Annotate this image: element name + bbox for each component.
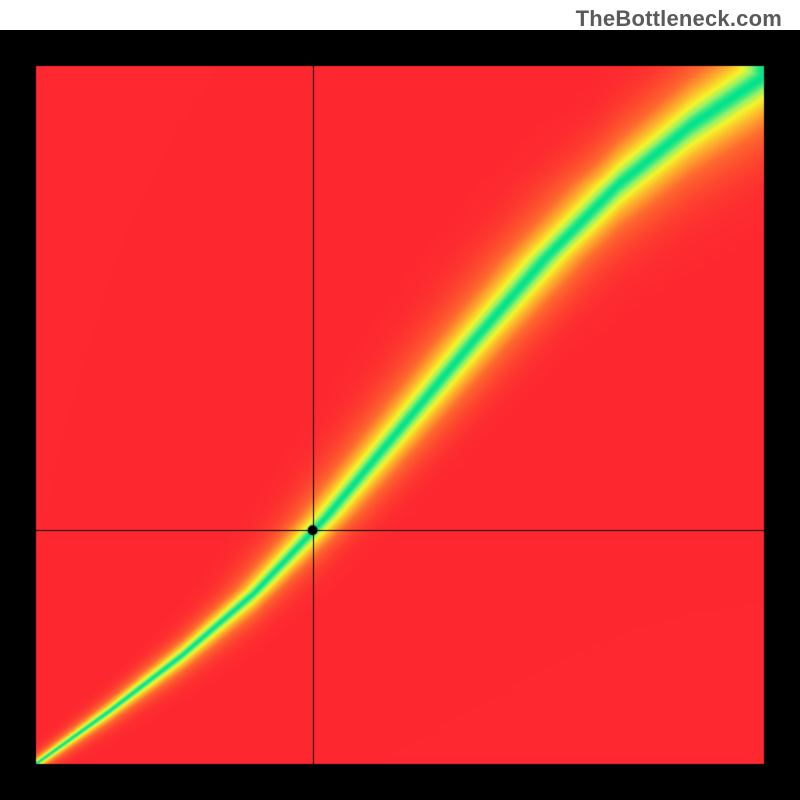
watermark-text: TheBottleneck.com: [576, 6, 782, 32]
heatmap-canvas: [0, 30, 800, 800]
plot-frame: [0, 30, 800, 800]
